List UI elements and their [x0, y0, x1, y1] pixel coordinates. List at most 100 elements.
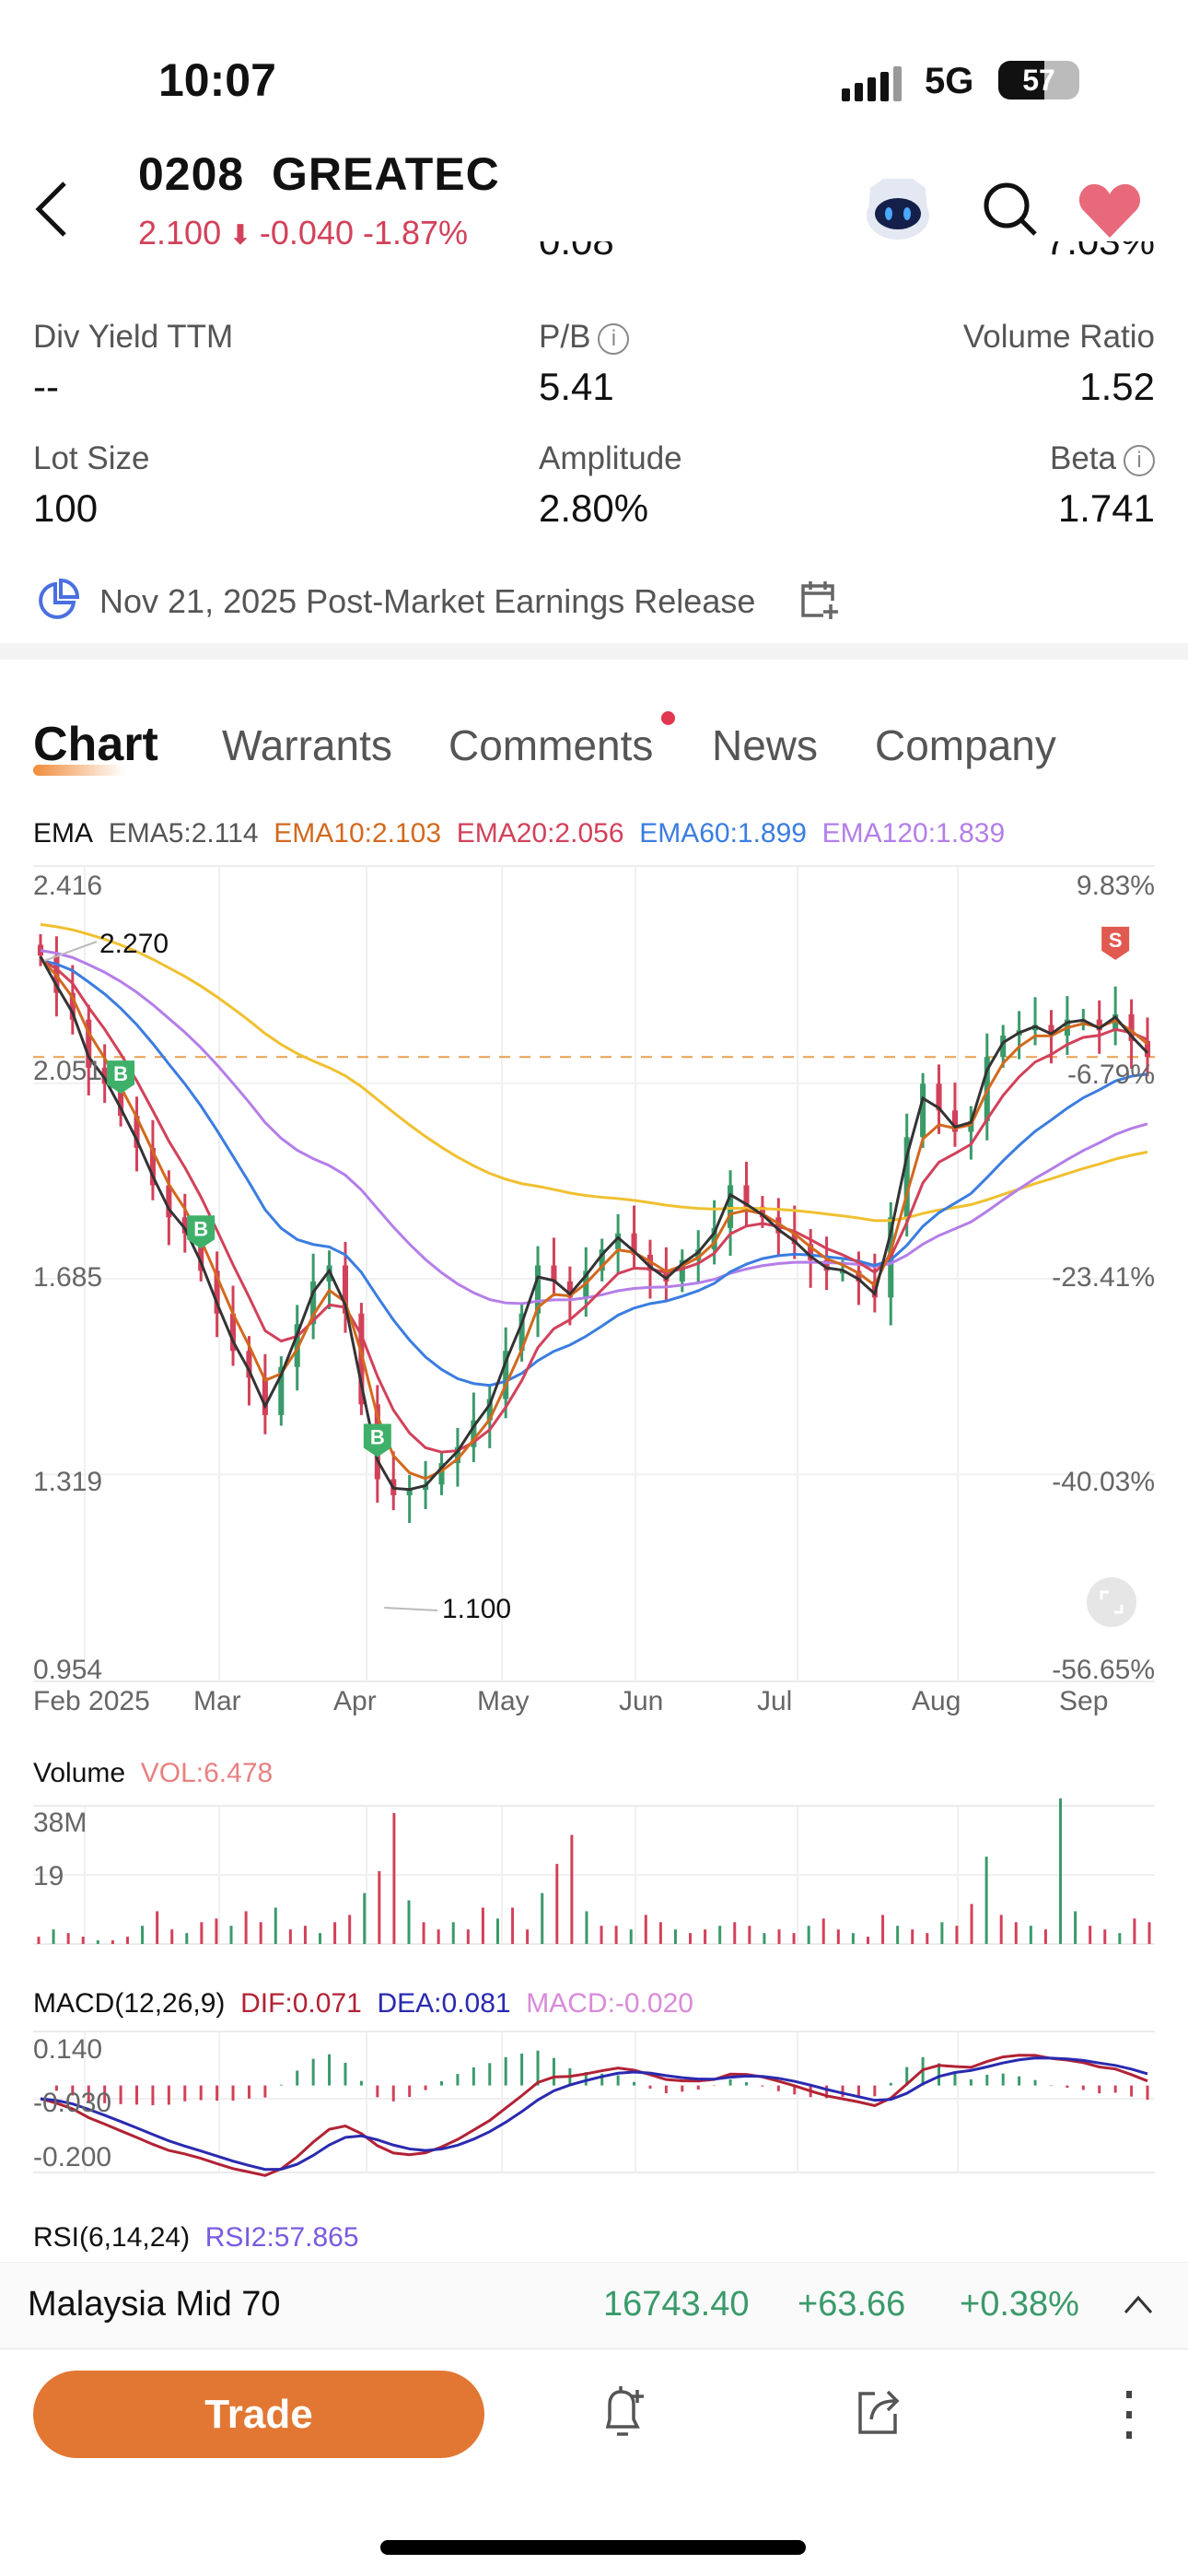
x-axis-label: Feb 2025	[33, 1686, 150, 1716]
stock-name: GREATEC	[272, 148, 500, 200]
index-change: +63.66	[798, 2285, 906, 2324]
candle-body	[166, 1185, 172, 1218]
info-icon[interactable]: i	[598, 322, 630, 355]
candle-body	[181, 1217, 188, 1234]
candle-body	[728, 1185, 734, 1228]
candle-body	[503, 1351, 509, 1399]
candle-body	[310, 1281, 317, 1325]
pct-axis-label: -23.41%	[1052, 1262, 1155, 1293]
active-tab-underline	[33, 765, 125, 776]
search-icon	[984, 182, 1037, 236]
candle-body	[534, 1265, 542, 1314]
candle-body	[1096, 1019, 1102, 1031]
candle-body	[438, 1463, 445, 1485]
candle-body	[294, 1324, 300, 1367]
search-button[interactable]	[982, 181, 1039, 242]
candle-body	[518, 1313, 525, 1352]
ema5-line	[39, 955, 1149, 1492]
fullscreen-button[interactable]	[1087, 1577, 1136, 1627]
candle-body	[839, 1270, 846, 1274]
price-change: -0.040	[259, 214, 354, 252]
candle-body	[1048, 1025, 1054, 1036]
signal-icon	[842, 66, 902, 101]
chevron-up-icon[interactable]	[1122, 2292, 1155, 2316]
x-axis-label: May	[477, 1686, 530, 1716]
tab-warrants[interactable]: Warrants	[222, 721, 392, 769]
tab-news[interactable]: News	[712, 721, 819, 769]
low-connector	[384, 1607, 438, 1611]
price-alert-button[interactable]	[600, 2384, 650, 2444]
add-calendar-button[interactable]	[799, 579, 840, 626]
macd-title: MACD(12,26,9)	[33, 1988, 226, 2019]
ema-legend[interactable]: EMA EMA5:2.114 EMA10:2.103 EMA20:2.056 E…	[33, 818, 1005, 849]
volume-legend[interactable]: Volume VOL:6.478	[33, 1758, 273, 1789]
pie-chart-icon	[35, 578, 80, 627]
candle-body	[791, 1233, 798, 1245]
more-button[interactable]	[1124, 2391, 1135, 2443]
calendar-plus-icon	[801, 581, 838, 619]
dea-line	[40, 2056, 1148, 2172]
candle-body	[1112, 1013, 1119, 1031]
candle-body	[663, 1270, 670, 1282]
beta-value: 1.741	[1057, 486, 1155, 530]
back-button[interactable]	[33, 180, 70, 243]
candle-body	[1000, 1036, 1007, 1058]
pb-value: 5.41	[539, 365, 614, 408]
section-divider	[0, 643, 1188, 660]
share-icon	[858, 2390, 900, 2434]
trade-button[interactable]: Trade	[33, 2371, 484, 2458]
price-axis-label: 0.954	[33, 1655, 103, 1685]
candle-body	[198, 1233, 204, 1271]
rsi-legend[interactable]: RSI(6,14,24) RSI2:57.865	[33, 2222, 359, 2254]
x-axis-label: Apr	[333, 1686, 377, 1716]
ema60-line	[40, 958, 1148, 1388]
candle-body	[679, 1259, 685, 1282]
candle-body	[118, 1083, 124, 1117]
dea-value: DEA:0.081	[377, 1988, 511, 2019]
price-axis-label: 1.685	[33, 1262, 103, 1293]
macd-axis-label: -0.200	[33, 2142, 112, 2172]
candle-body	[743, 1185, 750, 1207]
share-button[interactable]	[856, 2388, 903, 2441]
last-price: 2.100	[138, 214, 222, 252]
volume-value: VOL:6.478	[140, 1758, 274, 1788]
beta-label: Beta i	[1050, 440, 1155, 477]
x-axis-label: Aug	[912, 1686, 961, 1716]
candle-body	[69, 992, 76, 1020]
candle-body	[423, 1484, 429, 1491]
home-indicator	[380, 2540, 806, 2555]
index-ticker-bar[interactable]: Malaysia Mid 70 16743.40 +63.66 +0.38%	[0, 2262, 1188, 2349]
buy-signal-marker: B	[363, 1423, 391, 1458]
stat-partial-2: 7.03%	[1045, 241, 1155, 262]
macd-legend[interactable]: MACD(12,26,9) DIF:0.071 DEA:0.081 MACD:-…	[33, 1988, 693, 2020]
candle-body	[920, 1083, 926, 1138]
earnings-release[interactable]: Nov 21, 2025 Post-Market Earnings Releas…	[99, 582, 756, 620]
tab-chart[interactable]: Chart	[33, 718, 158, 771]
robot-icon	[867, 179, 929, 240]
dif-line	[40, 2054, 1148, 2177]
info-icon[interactable]: i	[1124, 444, 1155, 476]
chevron-left-icon	[35, 181, 66, 237]
favorite-button[interactable]	[1077, 182, 1142, 244]
macd-axis-label: 0.140	[33, 2034, 103, 2065]
svg-text:B: B	[193, 1217, 208, 1240]
stock-chart[interactable]: B B B S	[0, 857, 1188, 2239]
div-yield-label: Div Yield TTM	[33, 319, 234, 355]
tab-company[interactable]: Company	[875, 721, 1056, 769]
stat-partial-1: 0.08	[539, 241, 614, 262]
ema20-value: EMA20:2.056	[456, 818, 624, 849]
ema-title: EMA	[33, 818, 94, 849]
svg-text:B: B	[113, 1062, 128, 1085]
candle-body	[808, 1244, 814, 1260]
tab-comments[interactable]: Comments	[448, 721, 654, 769]
div-yield-value: --	[33, 365, 59, 408]
candle-body	[454, 1446, 460, 1464]
battery-icon: 57	[998, 61, 1079, 100]
price-axis-label: 2.051	[33, 1056, 103, 1086]
macd-value: MACD:-0.020	[526, 1988, 693, 2019]
battery-level: 57	[1022, 64, 1055, 97]
ai-assistant-button[interactable]	[861, 175, 935, 246]
price-axis-label: 2.416	[33, 871, 103, 901]
candle-body	[951, 1110, 959, 1132]
candle-body	[551, 1265, 557, 1282]
